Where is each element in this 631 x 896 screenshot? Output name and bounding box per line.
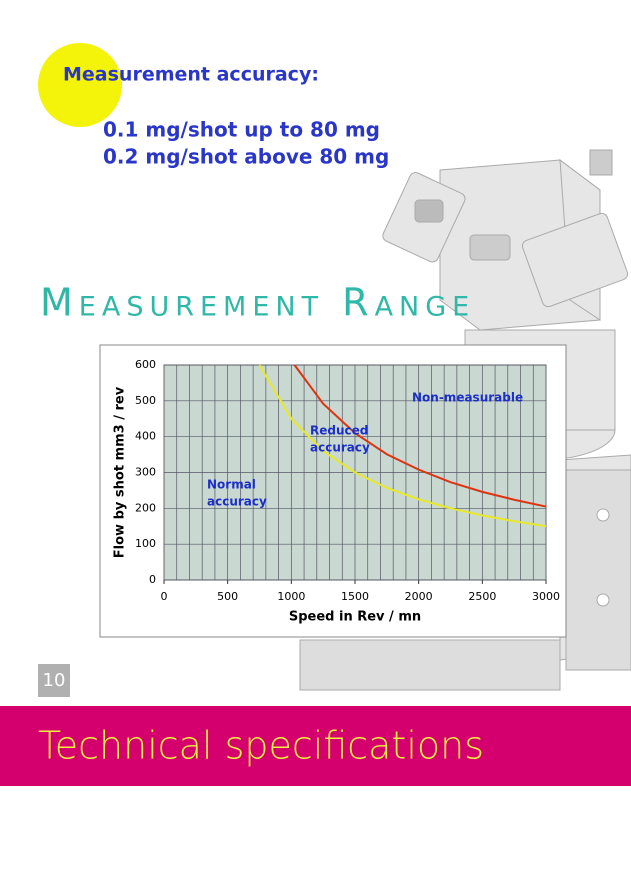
annotation: accuracy — [310, 441, 370, 455]
x-tick-label: 500 — [217, 590, 238, 603]
x-tick-label: 1500 — [341, 590, 369, 603]
series-line — [258, 364, 547, 528]
section-title: Measurement Range — [40, 281, 475, 325]
accuracy-line: 0.1 mg/shot up to 80 mg — [103, 118, 380, 142]
page-number-box — [38, 664, 70, 697]
x-tick-label: 2000 — [405, 590, 433, 603]
y-axis-label: Flow by shot mm3 / rev — [113, 386, 128, 558]
annotation: Reduced — [310, 424, 368, 438]
y-tick-label: 500 — [135, 394, 156, 407]
decor-circle — [38, 43, 122, 127]
footer-title: Technical specifications — [38, 724, 484, 768]
x-tick-label: 2500 — [468, 590, 496, 603]
series-line — [293, 364, 547, 508]
y-tick-label: 400 — [135, 430, 156, 443]
y-tick-label: 100 — [135, 537, 156, 550]
y-tick-label: 300 — [135, 466, 156, 479]
x-tick-label: 1000 — [277, 590, 305, 603]
annotation: Normal — [207, 478, 256, 492]
page-number: 10 — [43, 670, 66, 691]
accuracy-line: 0.2 mg/shot above 80 mg — [103, 145, 389, 169]
y-tick-label: 0 — [149, 573, 156, 586]
x-tick-label: 3000 — [532, 590, 560, 603]
annotation: accuracy — [207, 495, 267, 509]
x-tick-label: 0 — [161, 590, 168, 603]
x-axis-label: Speed in Rev / mn — [289, 610, 421, 625]
accuracy-heading: Measurement accuracy: — [63, 64, 319, 86]
footer-band — [0, 706, 631, 786]
chart: 0 100 200 300 400 500 600 0 500 1000 1500 2000 2500 3… — [113, 358, 561, 625]
y-tick-label: 200 — [135, 501, 156, 514]
y-tick-label: 600 — [135, 358, 156, 371]
annotation: Non-measurable — [412, 391, 523, 405]
